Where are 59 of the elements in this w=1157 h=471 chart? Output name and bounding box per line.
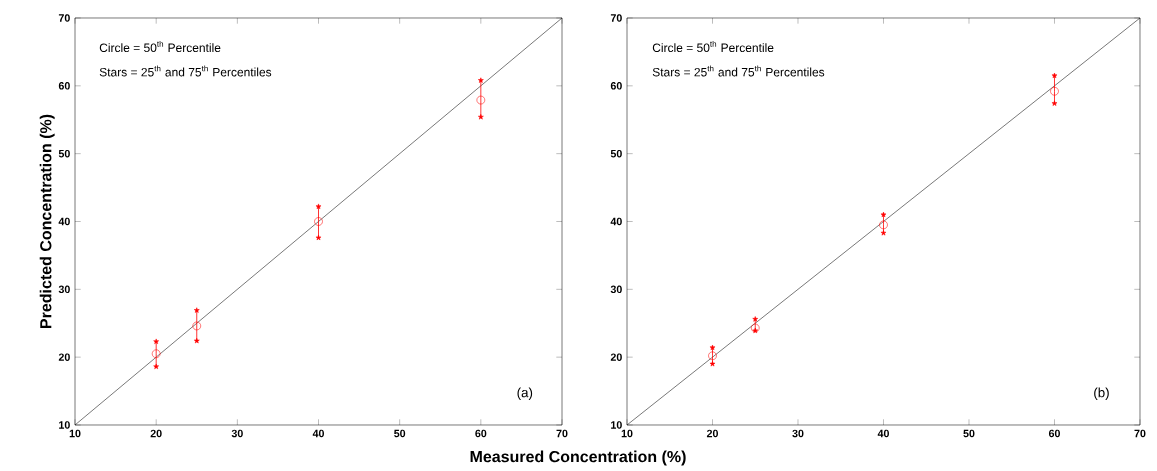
x-tick-label: 30 (792, 429, 804, 438)
y-tick-label: 60 (610, 82, 622, 90)
x-tick-label: 30 (231, 429, 243, 438)
point (1051, 72, 1058, 79)
x-axis-title: Measured Concentration (%) (470, 450, 686, 466)
point (193, 337, 200, 344)
point (315, 203, 322, 209)
y-tick-label: 70 (610, 14, 622, 22)
point (709, 361, 716, 367)
y-tick-label: 50 (58, 149, 70, 158)
x-tick-label: 20 (706, 429, 718, 438)
point (314, 217, 323, 226)
x-tick-label: 60 (1048, 429, 1060, 438)
x-tick-label: 50 (394, 429, 406, 438)
annotation: (b) (1094, 387, 1109, 400)
annotation: Stars = 25$^{th}$ and 75$^{th}$ Percentiles (99, 65, 272, 77)
y-tick-label: 30 (58, 285, 70, 294)
annotation: Stars = 25$^{th}$ and 75$^{th}$ Percentiles (652, 65, 825, 77)
point (750, 323, 760, 333)
y-tick-label: 40 (58, 217, 70, 226)
x-tick-label: 40 (312, 429, 325, 438)
x-tick-label: 10 (69, 429, 81, 438)
point (1051, 100, 1058, 106)
y-tick-label: 50 (610, 149, 622, 158)
point (879, 220, 888, 230)
point (880, 230, 887, 236)
x-tick-label: 40 (877, 429, 889, 438)
x-tick-label: 20 (150, 429, 162, 438)
annotation: Circle = 50$^{th}$ Percentile (652, 40, 774, 52)
y-tick-label: 70 (58, 14, 70, 22)
y-tick-label: 20 (58, 353, 70, 361)
point (193, 307, 200, 313)
point (151, 349, 161, 359)
point (708, 351, 717, 361)
x-tick-label: 70 (556, 429, 568, 438)
x-tick-label: 70 (1134, 429, 1146, 438)
y-tick-label: 60 (58, 82, 70, 90)
point (478, 77, 484, 83)
point (153, 338, 159, 344)
point (153, 363, 159, 370)
point (752, 316, 759, 322)
annotation: (a) (517, 387, 533, 400)
x-tick-label: 10 (621, 429, 633, 438)
y-tick-label: 10 (59, 421, 70, 429)
point (880, 211, 887, 218)
y-tick-label: 10 (611, 421, 622, 429)
point (709, 344, 716, 351)
y-tick-label: 20 (610, 353, 622, 361)
point (476, 95, 486, 105)
point (315, 234, 322, 241)
y-tick-label: 40 (610, 217, 622, 226)
x-tick-label: 50 (963, 429, 975, 438)
point (478, 114, 484, 120)
y-axis-title: Predicted Concentration (%) (39, 114, 55, 328)
y-tick-label: 30 (610, 285, 622, 294)
x-tick-label: 60 (475, 429, 487, 438)
point (192, 321, 202, 331)
annotation: Circle = 50$^{th}$ Percentile (99, 40, 221, 52)
point (1050, 86, 1059, 96)
